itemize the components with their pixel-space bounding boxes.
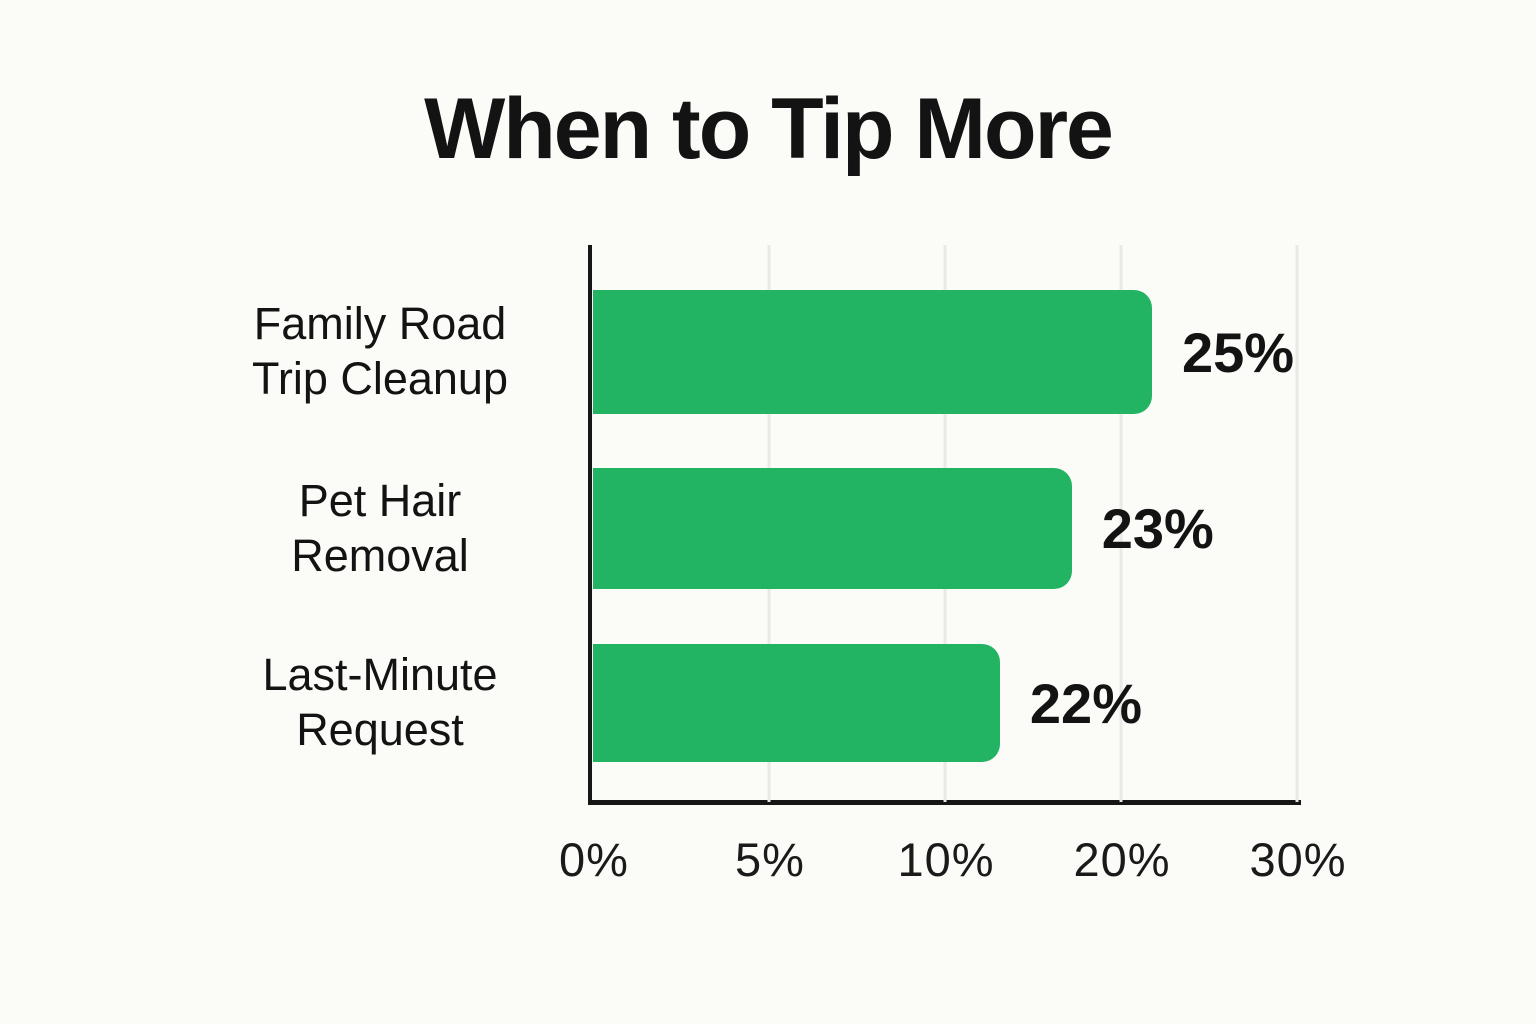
value-label: 25% xyxy=(1181,320,1295,384)
bar-row: 22% xyxy=(593,644,1297,762)
bar-row: 25% xyxy=(593,290,1297,414)
chart-title: When to Tip More xyxy=(424,81,1114,177)
x-tick-label: 30% xyxy=(1249,833,1347,886)
y-axis-line xyxy=(588,245,592,805)
x-tick-label: 5% xyxy=(735,833,805,886)
bar-pet-hair-removal xyxy=(593,468,1072,589)
bar-last-minute-request xyxy=(593,644,1000,762)
plot-area: 25% 23% 22% xyxy=(593,245,1299,802)
value-label: 22% xyxy=(1029,671,1142,735)
category-label: Last-Minute Request xyxy=(262,649,498,755)
value-label: 23% xyxy=(1101,497,1214,560)
bar-family-road-trip-cleanup xyxy=(593,290,1152,414)
category-label: Family Road Trip Cleanup xyxy=(252,298,508,404)
x-tick-label: 0% xyxy=(559,833,629,886)
x-tick-label: 20% xyxy=(1073,833,1171,886)
x-axis-line xyxy=(588,800,1301,805)
gridline-20pct xyxy=(1119,245,1123,802)
gridline-30pct xyxy=(1295,245,1299,802)
bar-row: 23% xyxy=(593,468,1297,589)
category-label: Pet Hair Removal xyxy=(291,474,469,581)
category-axis-labels: Family Road Trip Cleanup Pet Hair Remova… xyxy=(185,245,575,802)
x-tick-label: 10% xyxy=(897,833,995,886)
